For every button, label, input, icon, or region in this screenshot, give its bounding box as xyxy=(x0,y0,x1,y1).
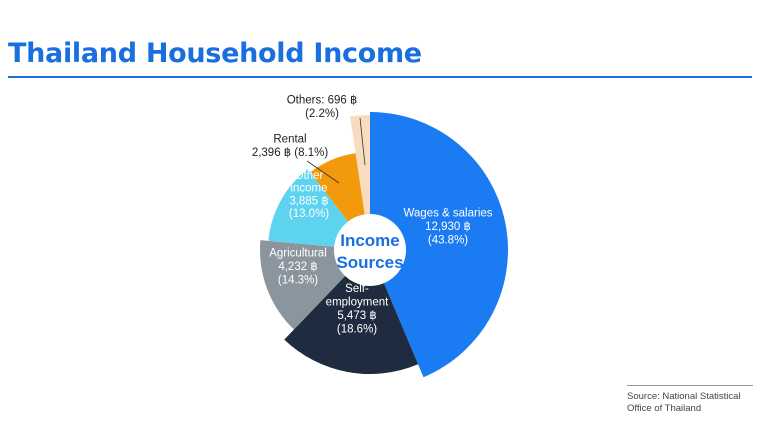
slice-label-self: Self-employment 5,473 ฿ (18.6%) xyxy=(326,283,389,336)
slice-label-line: Wages & salaries xyxy=(403,208,492,220)
slice-label-line: (2.2%) xyxy=(305,108,339,120)
slice-label-others: Others: 696 ฿ (2.2%) xyxy=(287,94,358,120)
slice-otherinc xyxy=(268,169,349,247)
source-divider xyxy=(627,385,753,386)
slice-label-line: Self- xyxy=(345,283,369,295)
slice-self xyxy=(284,276,419,374)
slice-rental xyxy=(310,153,365,222)
slice-agri xyxy=(260,240,346,330)
slice-label-line: (13.0%) xyxy=(289,208,329,220)
chart-title: Thailand Household Income xyxy=(8,38,422,69)
slice-label-line: Rental xyxy=(273,133,306,145)
slice-label-line: 12,930 ฿ xyxy=(425,221,471,233)
slice-label-line: (14.3%) xyxy=(278,275,318,287)
leader-line-rental xyxy=(306,160,340,184)
slice-label-line: income xyxy=(290,183,327,195)
title-underline xyxy=(8,76,752,78)
slice-label-line: Other xyxy=(295,170,324,182)
center-label-line: Sources xyxy=(336,253,403,272)
slice-label-line: (18.6%) xyxy=(337,323,377,335)
leader-line-others xyxy=(359,117,366,166)
slice-wages xyxy=(370,112,508,378)
source-note: Source: National Statistical Office of T… xyxy=(627,391,741,414)
slice-label-line: 3,885 ฿ xyxy=(289,195,328,207)
slice-label-wages: Wages & salaries 12,930 ฿ (43.8%) xyxy=(403,208,492,247)
slice-label-line: 5,473 ฿ xyxy=(337,310,376,322)
slice-label-line: employment xyxy=(326,296,389,308)
slice-label-line: 4,232 ฿ xyxy=(278,261,317,273)
slice-label-line: (43.8%) xyxy=(428,235,468,247)
slice-label-otherinc: Other income 3,885 ฿ (13.0%) xyxy=(289,170,329,220)
slice-others xyxy=(350,115,370,215)
slice-label-rental: Rental 2,396 ฿ (8.1%) xyxy=(252,133,329,159)
slice-label-agri: Agricultural 4,232 ฿ (14.3%) xyxy=(269,248,327,287)
slice-label-line: 2,396 ฿ (8.1%) xyxy=(252,147,329,159)
slice-label-line: Others: 696 ฿ xyxy=(287,94,358,106)
center-label-line: Income xyxy=(340,231,400,250)
slice-label-line: Agricultural xyxy=(269,248,327,260)
